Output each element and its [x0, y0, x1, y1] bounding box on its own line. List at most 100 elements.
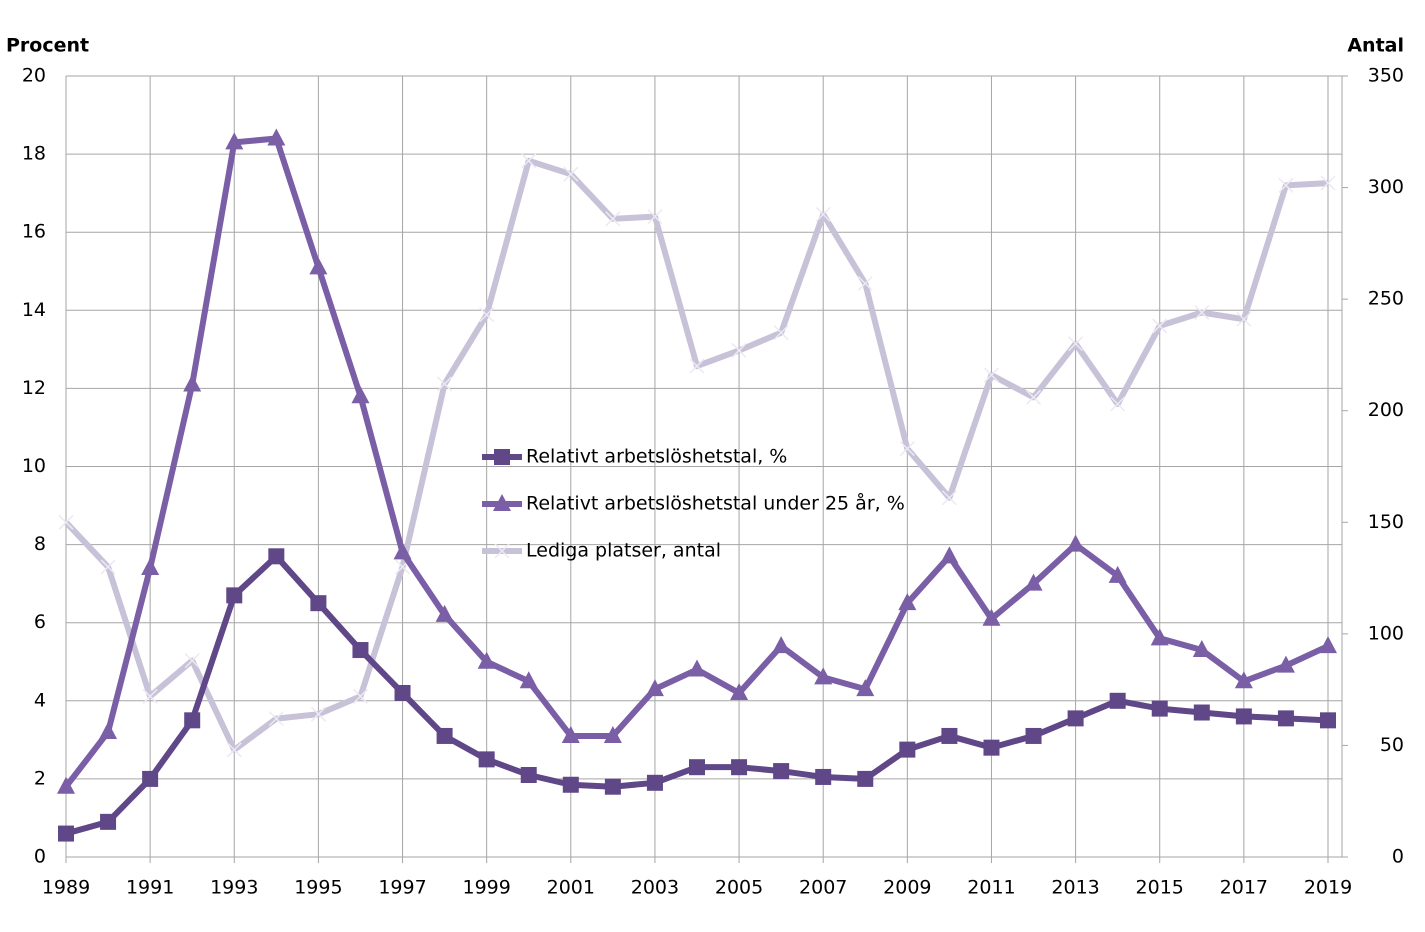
y-axis-title: Procent — [6, 35, 89, 57]
marker — [645, 679, 664, 697]
marker — [1192, 640, 1211, 658]
marker — [58, 825, 74, 842]
y2-tick-label: 350 — [1368, 65, 1404, 87]
y2-tick-label: 0 — [1392, 846, 1404, 868]
marker — [99, 722, 118, 740]
marker — [647, 209, 663, 225]
marker — [477, 651, 496, 669]
marker — [352, 642, 369, 659]
marker — [1193, 704, 1210, 721]
y2-tick-label: 100 — [1368, 622, 1404, 644]
marker — [898, 593, 917, 611]
marker — [1108, 565, 1127, 583]
marker — [309, 257, 328, 275]
marker — [856, 679, 875, 697]
marker — [603, 725, 622, 743]
y2-tick-label: 150 — [1368, 511, 1404, 533]
marker — [983, 367, 999, 383]
marker — [1194, 305, 1210, 321]
marker — [646, 774, 663, 791]
marker — [394, 684, 411, 701]
marker — [941, 727, 958, 744]
x-tick-label: 1999 — [462, 877, 510, 899]
marker — [435, 604, 454, 622]
marker — [1150, 628, 1169, 646]
x-tick-label: 1997 — [378, 877, 426, 899]
legend-label: Relativt arbetslöshetstal under 25 år, % — [526, 492, 905, 515]
marker — [773, 325, 789, 341]
x-tick-label: 2007 — [799, 877, 847, 899]
legend-marker — [494, 543, 510, 559]
marker — [1320, 175, 1336, 191]
marker — [772, 636, 791, 654]
marker — [815, 768, 832, 785]
marker — [730, 682, 749, 700]
marker — [731, 759, 748, 776]
y-tick-label: 16 — [22, 221, 46, 243]
y-tick-label: 18 — [22, 143, 46, 165]
x-tick-label: 1989 — [42, 877, 90, 899]
marker — [267, 128, 286, 146]
marker — [351, 386, 370, 404]
marker — [268, 711, 284, 727]
marker — [1066, 534, 1085, 552]
marker — [268, 548, 285, 565]
marker — [352, 688, 368, 704]
marker — [226, 742, 242, 758]
marker — [1151, 700, 1168, 717]
marker — [563, 166, 579, 182]
y-tick-label: 20 — [22, 65, 46, 87]
marker — [100, 559, 116, 575]
marker — [982, 608, 1001, 626]
marker — [689, 759, 705, 776]
y-tick-label: 6 — [34, 611, 46, 633]
marker — [1319, 636, 1337, 654]
marker — [562, 776, 579, 793]
marker — [773, 763, 790, 780]
y2-tick-label: 300 — [1368, 176, 1404, 198]
marker — [814, 667, 833, 685]
legend-label: Relativt arbetslöshetstal, % — [526, 446, 787, 468]
legend-marker — [494, 449, 510, 465]
x-tick-label: 2003 — [631, 877, 679, 899]
marker — [1024, 573, 1043, 591]
marker — [1067, 710, 1084, 727]
marker — [225, 132, 244, 150]
marker — [1320, 712, 1336, 729]
x-tick-label: 2011 — [967, 877, 1015, 899]
marker — [310, 595, 327, 612]
marker — [604, 778, 621, 795]
y2-tick-label: 50 — [1380, 734, 1404, 756]
marker — [1110, 396, 1126, 412]
marker — [1109, 692, 1126, 709]
marker — [436, 727, 453, 744]
x-tick-label: 2013 — [1051, 877, 1099, 899]
marker — [142, 770, 159, 787]
marker — [899, 741, 916, 758]
y-tick-label: 14 — [22, 299, 46, 321]
marker — [983, 739, 1000, 756]
marker — [1235, 708, 1252, 725]
marker — [688, 659, 706, 677]
marker — [1068, 336, 1084, 352]
x-tick-label: 2001 — [547, 877, 595, 899]
marker — [1025, 727, 1042, 744]
x-tick-label: 2005 — [715, 877, 763, 899]
marker — [479, 307, 495, 323]
x-tick-label: 1993 — [210, 877, 258, 899]
marker — [141, 558, 160, 576]
legend-label: Lediga platser, antal — [526, 540, 721, 562]
marker — [1152, 318, 1168, 334]
marker — [184, 712, 201, 729]
marker — [605, 211, 621, 227]
marker — [478, 751, 495, 768]
x-tick-label: 1995 — [294, 877, 342, 899]
marker — [183, 374, 202, 392]
marker — [940, 546, 959, 564]
marker — [184, 653, 200, 669]
marker — [1278, 177, 1294, 193]
marker — [815, 206, 831, 222]
y-tick-label: 10 — [22, 455, 46, 477]
